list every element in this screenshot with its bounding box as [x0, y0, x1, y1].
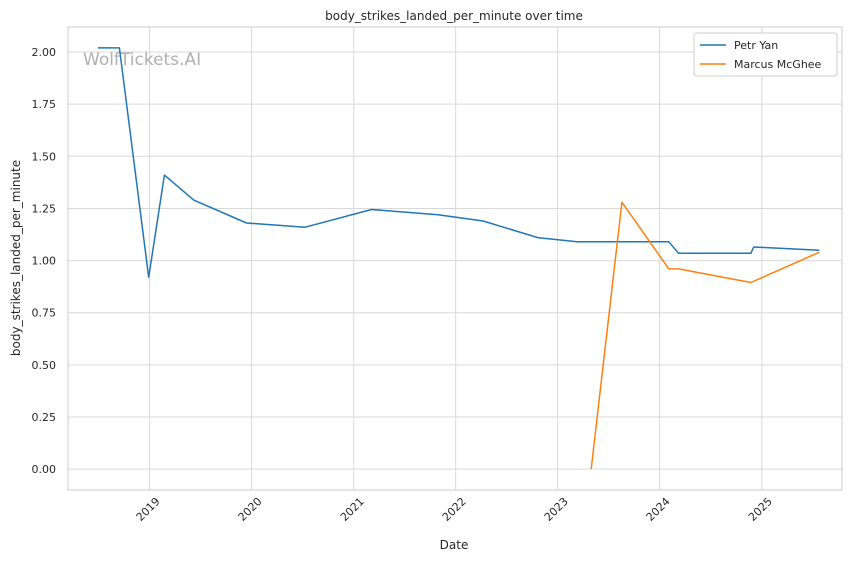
legend-label-marcus-mcghee: Marcus McGhee — [734, 58, 822, 71]
legend: Petr Yan Marcus McGhee — [693, 32, 838, 77]
y-tick-label: 0.00 — [32, 463, 57, 476]
grid — [68, 27, 842, 490]
y-axis-ticks: 0.00 0.25 0.50 0.75 1.00 1.25 1.50 1.75 2.00 — [32, 46, 57, 476]
plot-area-frame — [67, 26, 843, 491]
x-axis-label: Date — [440, 538, 469, 552]
y-tick-label: 0.50 — [32, 359, 57, 372]
y-tick-label: 1.75 — [32, 98, 57, 111]
series-line-marcus-mcghee — [590, 201, 820, 470]
series-layer — [97, 47, 820, 470]
y-tick-label: 1.00 — [32, 255, 57, 268]
legend-label-petr-yan: Petr Yan — [734, 39, 778, 52]
series-line-petr-yan — [97, 47, 820, 279]
y-tick-label: 0.25 — [32, 411, 57, 424]
watermark-text: WolfTickets.AI — [83, 50, 201, 70]
y-tick-label: 2.00 — [32, 46, 57, 59]
chart-title: body_strikes_landed_per_minute over time — [325, 9, 583, 23]
y-axis-label: body_strikes_landed_per_minute — [9, 160, 23, 356]
legend-box — [693, 32, 838, 77]
y-tick-label: 1.50 — [32, 150, 57, 163]
y-tick-label: 0.75 — [32, 307, 57, 320]
y-tick-label: 1.25 — [32, 202, 57, 215]
